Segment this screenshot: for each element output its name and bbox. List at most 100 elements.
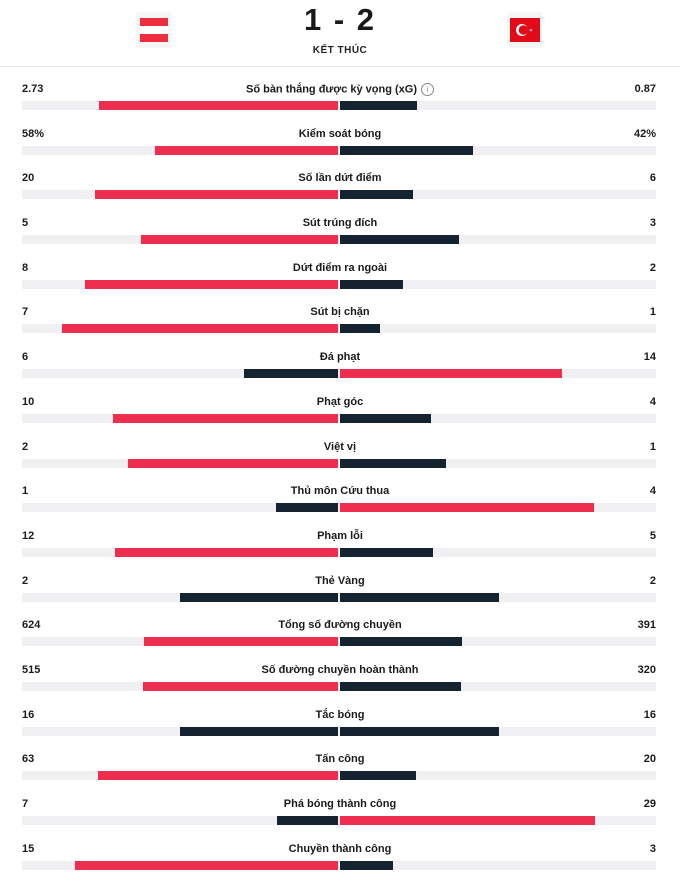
away-stat-value: 1 (649, 440, 656, 453)
away-stat-value: 0.87 (634, 83, 656, 95)
stat-label-text: Tấn công (315, 753, 365, 766)
home-stat-value: 515 (22, 663, 41, 676)
home-stat-bar (244, 369, 338, 379)
stat-bar-track (22, 324, 656, 334)
away-stat-value: 5 (649, 529, 656, 542)
home-stat-value: 1 (22, 485, 29, 498)
stat-row: 10 Phạt góc 4 (0, 380, 680, 425)
stat-label-text: Phạt góc (316, 395, 364, 408)
stat-label: Thẻ Vàng (0, 575, 680, 587)
stat-bar-track (22, 190, 656, 200)
stat-row: 515 Số đường chuyền hoàn thành 320 (0, 648, 680, 693)
away-stat-bar (340, 458, 446, 468)
home-stat-value: 58% (22, 127, 45, 140)
stat-label: Sút trúng đích (0, 217, 680, 229)
stat-row: 6 Đá phạt 14 (0, 335, 680, 380)
stat-label-text: Thủ môn Cứu thua (290, 485, 390, 498)
home-stat-bar (113, 413, 338, 423)
away-stat-bar (340, 816, 595, 825)
home-stat-bar (141, 235, 338, 245)
stat-label: Sút bị chặn (0, 306, 680, 318)
away-stat-value: 16 (643, 708, 656, 721)
stat-label-text: Việt vị (323, 440, 357, 453)
home-stat-bar (276, 503, 338, 513)
stat-label: Phá bóng thành công (0, 798, 680, 810)
stat-bar-track (22, 816, 656, 825)
home-stat-value: 6 (22, 351, 29, 364)
away-stat-value: 4 (649, 395, 656, 408)
away-stat-bar (340, 324, 380, 334)
home-stat-bar (128, 458, 338, 468)
stat-bar-track (22, 860, 656, 870)
away-stat-value: 1 (649, 306, 656, 319)
home-stat-value: 2 (22, 440, 29, 453)
stat-label: Việt vị (0, 441, 680, 453)
stat-row: 20 Số lần dứt điểm 6 (0, 156, 680, 201)
stat-label-text: Đá phạt (319, 351, 361, 364)
away-stat-bar (340, 547, 433, 557)
home-stat-bar (85, 279, 338, 289)
stat-bar-track (22, 547, 656, 557)
stat-bar-track (22, 726, 656, 736)
stat-row: 12 Phạm lỗi 5 (0, 514, 680, 559)
home-stat-value: 12 (22, 529, 35, 542)
away-stat-bar (340, 369, 562, 379)
match-score: 1 - 2 (303, 2, 377, 37)
away-stat-bar (340, 145, 473, 155)
away-stat-bar (340, 592, 499, 602)
home-stat-bar (144, 637, 338, 647)
match-header: 1 - 2 KẾT THÚC (0, 0, 680, 66)
away-stat-bar (340, 771, 416, 781)
stat-bar-track (22, 681, 656, 691)
stat-label-text: Sút trúng đích (302, 217, 378, 230)
away-stat-bar (340, 413, 431, 423)
away-stat-bar (340, 637, 462, 647)
home-stat-value: 20 (22, 172, 35, 185)
stat-label: Chuyền thành công (0, 843, 680, 855)
austria-flag-icon[interactable] (136, 12, 172, 48)
stat-label-text: Tổng số đường chuyền (278, 619, 402, 632)
away-stat-value: 29 (643, 798, 656, 810)
info-icon[interactable]: i (421, 83, 435, 96)
stat-bar-track (22, 503, 656, 513)
stat-bar-track (22, 771, 656, 781)
away-stat-bar (340, 503, 594, 513)
stat-row: 7 Phá bóng thành công 29 (0, 782, 680, 827)
home-stat-value: 63 (22, 753, 35, 766)
stat-row: 8 Dứt điểm ra ngoài 2 (0, 246, 680, 291)
stat-row: 2 Việt vị 1 (0, 425, 680, 470)
away-stat-value: 320 (637, 663, 656, 676)
stat-label: Dứt điểm ra ngoài (0, 262, 680, 274)
stat-label-text: Số bàn thắng được kỳ vọng (xG) (245, 83, 418, 96)
stat-label-text: Phạm lỗi (317, 529, 363, 542)
away-stat-bar (340, 235, 459, 245)
away-stat-bar (340, 190, 413, 200)
away-stat-value: 42% (633, 127, 656, 140)
away-stat-bar (340, 860, 393, 870)
stat-label-text: Sút bị chặn (310, 306, 370, 319)
match-status: KẾT THÚC (312, 45, 368, 56)
stat-label-text: Kiểm soát bóng (298, 127, 382, 140)
away-stat-value: 20 (643, 753, 656, 766)
home-stat-bar (98, 771, 338, 781)
home-stat-value: 7 (22, 306, 29, 319)
stat-bar-track (22, 592, 656, 602)
stat-label-text: Số lần dứt điểm (298, 172, 382, 185)
away-stat-value: 391 (637, 619, 656, 632)
home-stat-bar (115, 547, 338, 557)
stat-bar-track (22, 458, 656, 468)
turkey-flag-icon[interactable] (507, 12, 543, 48)
stat-row: 63 Tấn công 20 (0, 737, 680, 782)
stat-label: Số lần dứt điểm (0, 172, 680, 184)
away-stat-value: 2 (649, 261, 656, 274)
stat-row: 2 Thẻ Vàng 2 (0, 559, 680, 604)
stat-label: Tấn công (0, 753, 680, 765)
home-stat-value: 10 (22, 395, 35, 408)
stats-list: 2.73 Số bàn thắng được kỳ vọng (xG) i 0.87 5… (0, 67, 680, 871)
away-stat-bar (340, 681, 461, 691)
stat-label: Tắc bóng (0, 709, 680, 721)
home-stat-bar (99, 101, 338, 110)
away-stat-bar (340, 101, 417, 110)
stat-bar-track (22, 279, 656, 289)
stat-row: 5 Sút trúng đích 3 (0, 201, 680, 246)
